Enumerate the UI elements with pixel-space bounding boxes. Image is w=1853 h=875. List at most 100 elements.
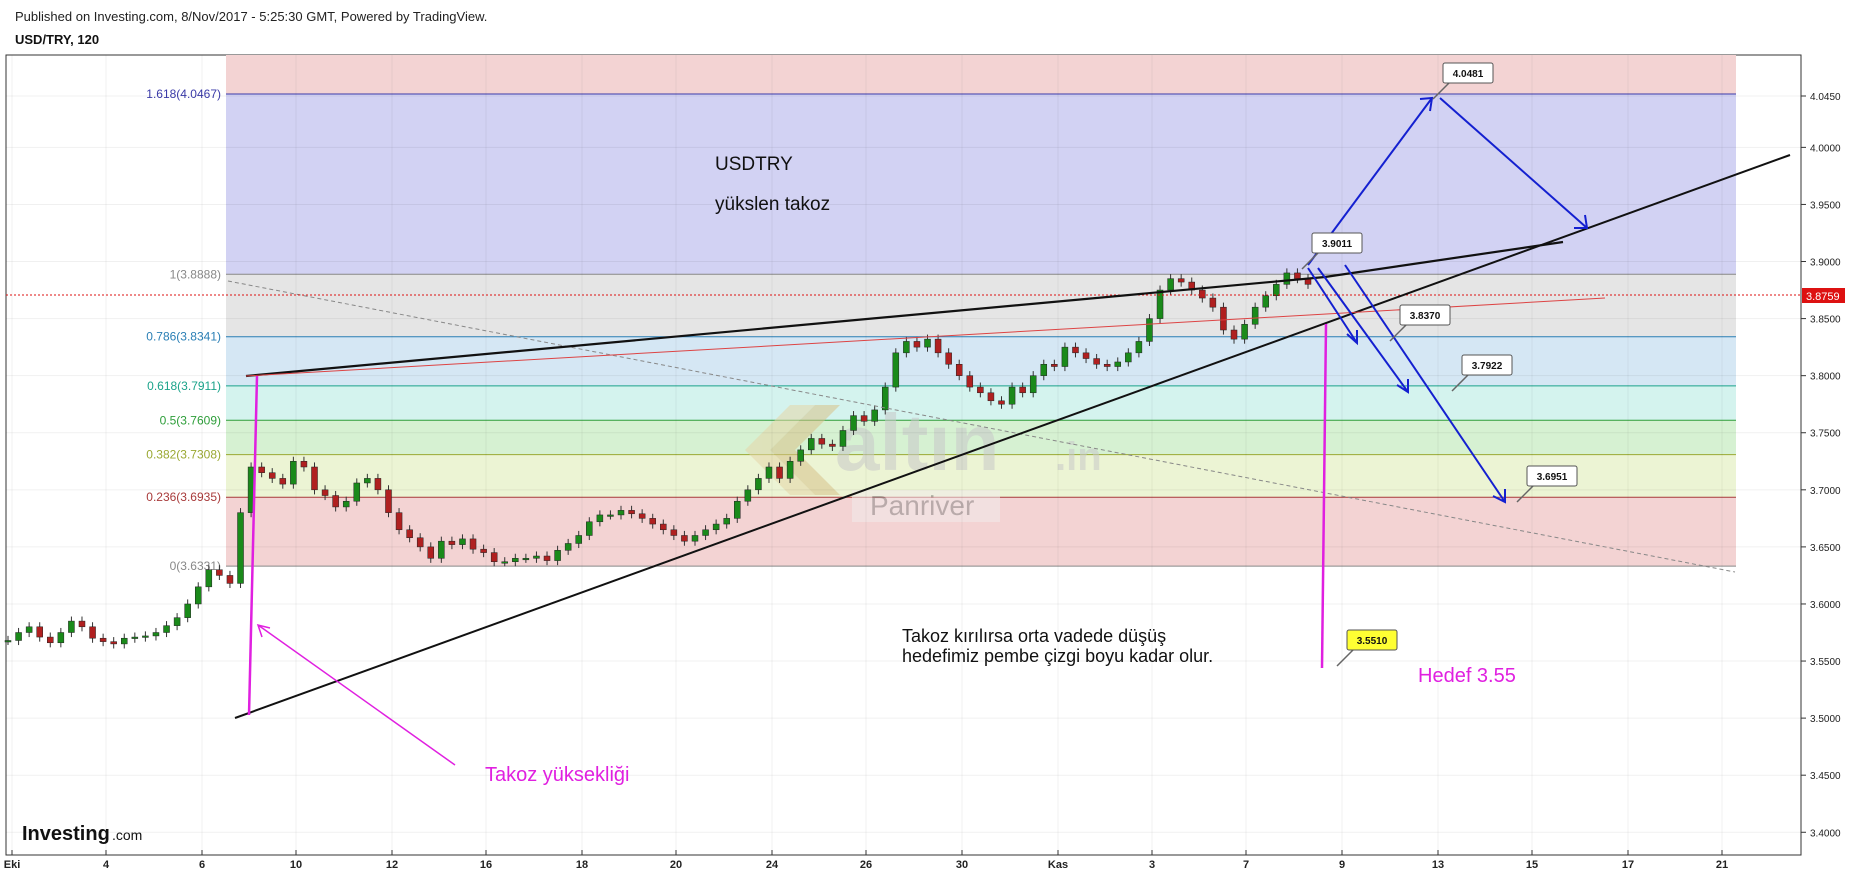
candle-body <box>702 529 709 536</box>
candle-body <box>871 409 878 422</box>
watermark-author: Panriver <box>870 490 974 521</box>
candle-body <box>68 620 75 633</box>
y-tick-label: 4.0000 <box>1810 143 1841 154</box>
fib-lines <box>226 93 1736 567</box>
candle-body <box>321 489 329 496</box>
candle-body <box>850 415 857 431</box>
note-line-1: Takoz kırılırsa orta vadede düşüş <box>902 626 1166 646</box>
price-tag-pointer <box>1336 649 1354 667</box>
candle-body <box>681 535 688 542</box>
fib-label: 0.382(3.7308) <box>146 448 221 462</box>
candle-body <box>829 443 836 447</box>
current-price-label: 3.8759 <box>1806 291 1840 303</box>
candle-body <box>1082 352 1090 359</box>
candle-body <box>1199 289 1206 299</box>
candle-body <box>279 478 287 485</box>
candle-body <box>786 461 794 479</box>
fib-label: 1.618(4.0467) <box>146 87 221 101</box>
fib-zone <box>226 274 1736 337</box>
arrow-to-3.8370 <box>1307 267 1358 344</box>
candle-body <box>1283 272 1291 285</box>
price-tag-box <box>1311 232 1363 254</box>
price-tag-pointer <box>1516 485 1534 503</box>
y-tick-label: 3.5000 <box>1810 714 1841 725</box>
arrow-down-to-wedge <box>1439 97 1588 229</box>
candle-body <box>89 626 96 639</box>
current-price-tag <box>1802 288 1845 303</box>
x-tick-label: 13 <box>1432 859 1444 871</box>
x-tick-label: 6 <box>199 859 205 871</box>
candle-body <box>913 341 921 348</box>
candle-body <box>734 500 741 519</box>
x-tick-label: 15 <box>1526 859 1538 871</box>
watermark-brand: altın <box>835 398 999 487</box>
price-tag-label: 3.8370 <box>1410 311 1441 322</box>
candle-body <box>1156 289 1164 319</box>
price-tag-pointer <box>1451 374 1469 392</box>
fib-label: 0.786(3.8341) <box>146 330 221 344</box>
candle-body <box>416 537 424 548</box>
candle-body <box>755 478 762 491</box>
y-tick-label: 3.4500 <box>1810 771 1841 782</box>
fib-zones <box>226 55 1736 567</box>
candle-body <box>501 561 508 564</box>
x-axis-ticks: Eki 4 6 10 12 16 18 20 24 26 30 Kas 3 7 9 13 15 17 21 <box>4 55 1801 871</box>
fib-label: 1(3.8888) <box>170 267 221 281</box>
candle-body <box>744 489 752 502</box>
candle-body <box>575 535 582 544</box>
price-tag-box <box>1399 304 1451 326</box>
price-tag-label: 3.7922 <box>1472 361 1503 372</box>
x-tick-label: 16 <box>480 859 492 871</box>
candle-body <box>1093 358 1100 365</box>
watermark-logo-accent-icon <box>770 405 840 495</box>
y-tick-label: 3.9000 <box>1810 258 1841 269</box>
candle-body <box>205 569 213 588</box>
x-tick-label: 18 <box>576 859 588 871</box>
arrow-3.6951-head-icon <box>1492 489 1506 504</box>
candle-body <box>1103 364 1111 367</box>
y-tick-label: 3.5500 <box>1810 657 1841 668</box>
candle-body <box>892 352 900 388</box>
candle-body <box>712 523 720 531</box>
price-tags: 4.0481 3.9011 3.8370 3.7922 3.6951 3.5510 <box>1301 62 1578 667</box>
candle-body <box>194 586 202 605</box>
y-axis-ticks: 4.0450 4.0000 3.9500 3.9000 3.8500 3.8000 3.75… <box>1801 92 1841 839</box>
candles <box>4 268 1312 649</box>
candle-body <box>385 489 392 513</box>
x-tick-label: 9 <box>1339 859 1345 871</box>
candle-body <box>628 510 635 515</box>
candle-body <box>99 637 107 642</box>
note-line-2: hedefimiz pembe çizgi boyu kadar olur. <box>902 646 1213 666</box>
candle-body <box>353 482 361 502</box>
candle-body <box>1029 375 1037 394</box>
candle-body <box>173 617 181 626</box>
x-tick-label: 17 <box>1622 859 1634 871</box>
chart-title: USDTRY <box>715 154 793 175</box>
fib-zone <box>226 94 1736 275</box>
wedge-height-pointer <box>257 624 456 766</box>
arrow-3.8370-head-icon <box>1346 330 1358 346</box>
candle-body <box>1230 329 1238 340</box>
candle-body <box>1262 295 1269 308</box>
candle-body <box>1051 364 1058 367</box>
arrow-to-3.7922 <box>1317 267 1409 393</box>
candle-body <box>924 338 931 348</box>
candle-body <box>649 518 656 525</box>
candle-body <box>522 558 530 561</box>
candle-body <box>987 392 995 402</box>
candle-body <box>723 518 730 525</box>
candle-body <box>226 575 234 584</box>
price-tag-box <box>1346 629 1398 651</box>
candle-body <box>374 478 382 491</box>
fib-label: 0.236(3.6935) <box>146 490 221 504</box>
wedge-height-arrow-icon <box>256 623 271 638</box>
chart-subtitle: yükslen takoz <box>715 194 830 215</box>
x-tick-label: 21 <box>1716 859 1728 871</box>
candle-body <box>776 466 783 479</box>
price-tag-label: 4.0481 <box>1453 69 1484 80</box>
candle-body <box>1125 352 1132 363</box>
candle-body <box>617 510 625 516</box>
wedge-upper-extension <box>1324 240 1564 279</box>
investing-logo-suffix: .com <box>112 827 142 843</box>
